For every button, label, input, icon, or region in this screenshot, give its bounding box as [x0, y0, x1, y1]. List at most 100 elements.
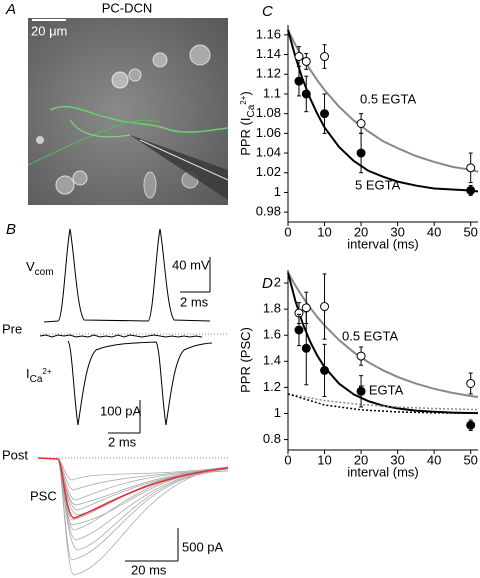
scale-label: 2 ms: [108, 434, 137, 449]
y-axis-label: PPR (PSC): [238, 327, 253, 393]
y-tick-label: 1: [274, 184, 281, 199]
point: [320, 365, 330, 375]
label-text: ): [238, 91, 253, 95]
y-tick-label: 1.06: [256, 125, 281, 140]
chart: C PPR (ICa2+) interval (ms) 0.98 1 1.02 1.04 1.…: [238, 3, 479, 251]
y-tick-label: 0.8: [263, 431, 281, 446]
point: [320, 52, 330, 62]
pre-trace: [39, 334, 203, 338]
y-tick-label: 1.8: [263, 301, 281, 316]
trace-label: PSC: [30, 488, 57, 503]
fit-curve: [287, 29, 479, 193]
curve-label: 0.5 EGTA: [360, 91, 416, 106]
charts: C PPR (ICa2+) interval (ms) 0.98 1 1.02 1.04 1.…: [238, 3, 479, 479]
x-tick-label: 0: [284, 452, 291, 467]
x-tick-label: 50: [463, 452, 477, 467]
trace-label: Pre: [2, 321, 22, 336]
psc-traces: [37, 457, 229, 576]
panel-label: A: [5, 1, 16, 18]
label-sub: com: [35, 267, 54, 278]
panel-label: B: [6, 221, 16, 238]
label-sup: 2+: [42, 367, 51, 376]
scale-label: 20 μm: [31, 23, 67, 38]
y-tick-label: 1.12: [256, 66, 281, 81]
curve-label: 0.5 EGTA: [342, 328, 398, 343]
label-text: V: [26, 259, 35, 274]
vcom-trace: [43, 228, 211, 323]
point: [301, 343, 311, 353]
scale-label: 2 ms: [180, 294, 209, 309]
point: [294, 76, 304, 86]
point: [301, 56, 311, 66]
point: [466, 420, 476, 430]
y-tick-label: 1: [274, 405, 281, 420]
y-tick-label: 1.2: [263, 379, 281, 394]
x-tick-label: 40: [427, 452, 441, 467]
y-tick-label: 1.16: [256, 26, 281, 41]
x-axis-label: interval (ms): [347, 464, 419, 479]
fit-curve: [287, 393, 479, 411]
point: [356, 119, 366, 128]
y-axis-label: PPR (ICa2+): [238, 91, 256, 156]
scale-label: 40 mV: [172, 257, 210, 272]
psc-mean-trace: [37, 457, 229, 519]
curve-label: 5 EGTA: [355, 177, 401, 192]
y-tick-label: 1.02: [256, 164, 281, 179]
point: [356, 386, 366, 396]
psc-trace: [37, 457, 229, 491]
y-tick-label: 2: [274, 274, 281, 289]
point: [466, 163, 476, 173]
scale-label: 500 pA: [182, 539, 224, 554]
label-sup: 2+: [239, 95, 248, 104]
x-tick-label: 30: [390, 224, 404, 239]
point: [466, 185, 476, 195]
y-tick-label: 1.08: [256, 105, 281, 120]
scale-label: 100 pA: [100, 403, 142, 418]
psc-trace: [37, 457, 229, 551]
point: [356, 148, 366, 158]
fit-curve: [287, 393, 478, 414]
point: [301, 89, 311, 99]
x-tick-label: 10: [317, 224, 331, 239]
panel-label: C: [262, 3, 273, 20]
point: [294, 325, 304, 335]
psc-trace: [37, 457, 229, 481]
point: [320, 109, 330, 119]
point: [301, 303, 311, 313]
micrograph: [27, 18, 229, 205]
x-tick-label: 50: [463, 224, 477, 239]
scale-label: 20 ms: [131, 562, 167, 577]
x-tick-label: 40: [427, 224, 441, 239]
x-tick-label: 20: [354, 224, 368, 239]
label-sub: Ca: [246, 104, 257, 117]
x-tick-label: 20: [354, 452, 368, 467]
x-tick-label: 30: [390, 452, 404, 467]
x-axis-label: interval (ms): [347, 236, 419, 251]
chart: D PPR (PSC) interval (ms) 0.8 1 1.2 1.4 1.6 1.8 2…: [238, 270, 479, 479]
point: [320, 302, 330, 312]
label-text: I: [26, 366, 30, 381]
trace-label: Vcom: [26, 259, 54, 277]
y-tick-label: 1.6: [263, 327, 281, 342]
label-text: PPR (PSC): [238, 327, 253, 393]
curve-label: 5 EGTA: [358, 382, 404, 397]
label-sub: Ca: [30, 374, 43, 385]
x-tick-label: 10: [317, 452, 331, 467]
y-tick-label: 1.4: [263, 353, 281, 368]
panel-title: PC-DCN: [102, 0, 153, 15]
ica-trace: [67, 340, 213, 426]
point: [356, 351, 366, 361]
trace-label: Post: [2, 447, 28, 462]
x-tick-label: 0: [284, 224, 291, 239]
point: [294, 52, 304, 62]
y-tick-label: 1.04: [256, 144, 281, 159]
trace-label: ICa2+: [26, 366, 52, 384]
psc-trace: [37, 457, 229, 576]
y-tick-label: 1.1: [263, 85, 281, 100]
y-tick-label: 0.98: [256, 204, 281, 219]
point: [466, 378, 476, 388]
panel-label: D: [262, 275, 273, 292]
label-text: PPR (I: [238, 117, 253, 155]
y-tick-label: 1.14: [256, 46, 281, 61]
